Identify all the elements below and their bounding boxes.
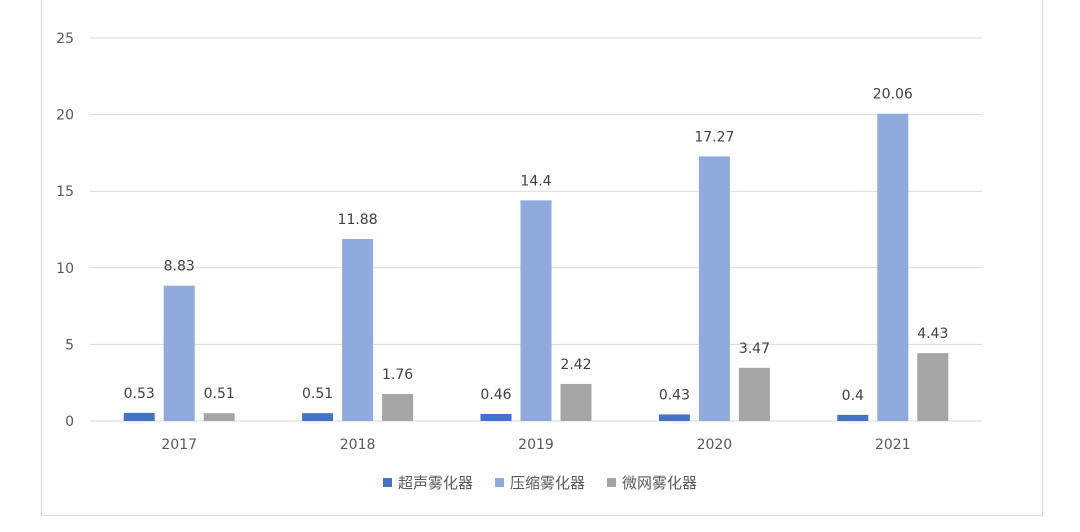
data-label: 0.4 — [842, 388, 864, 404]
bar — [163, 285, 195, 421]
y-tick-label: 20 — [56, 108, 74, 124]
legend-swatch — [607, 478, 616, 487]
y-tick-label: 10 — [56, 261, 74, 277]
bars — [123, 113, 949, 422]
data-label: 4.43 — [917, 326, 948, 342]
legend-label: 压缩雾化器 — [509, 474, 585, 492]
y-tick-label: 5 — [65, 337, 74, 353]
y-tick-label: 25 — [56, 31, 74, 47]
x-tick-label: 2019 — [518, 437, 554, 453]
y-tick-label: 15 — [56, 184, 74, 200]
legend-item: 压缩雾化器 — [494, 472, 585, 493]
data-label: 0.53 — [124, 386, 155, 402]
x-tick-label: 2020 — [697, 437, 733, 453]
data-label: 3.47 — [739, 341, 770, 357]
data-label: 17.27 — [694, 129, 734, 145]
bar — [917, 353, 949, 421]
legend-label: 微网雾化器 — [622, 474, 698, 492]
y-axis-ticks: 0 5 10 15 20 25 — [56, 31, 74, 430]
bar — [382, 394, 414, 421]
legend-item: 微网雾化器 — [607, 472, 697, 493]
bar — [837, 414, 869, 421]
data-label: 0.46 — [480, 387, 511, 403]
data-labels: 0.53 8.83 0.51 0.51 11.88 1.76 0.46 14.4 2.42 0.4… — [124, 87, 949, 404]
bar — [877, 113, 909, 422]
legend-swatch — [382, 478, 392, 487]
data-label: 11.88 — [338, 212, 378, 228]
data-label: 0.51 — [302, 386, 333, 402]
data-label: 0.43 — [659, 387, 690, 403]
bar — [203, 413, 235, 421]
data-label: 14.4 — [520, 173, 551, 189]
bar-chart: 0 5 10 15 20 25 0.53 8.83 0.51 0.51 11.88 1.76 0.46… — [56, 31, 982, 453]
bar — [698, 156, 730, 422]
data-label: 8.83 — [164, 259, 195, 275]
data-label: 2.42 — [560, 357, 591, 373]
bar — [560, 383, 592, 421]
data-label: 1.76 — [382, 367, 413, 383]
bar — [480, 413, 512, 421]
data-label: 20.06 — [873, 87, 913, 103]
legend-item: 超声雾化器 — [382, 472, 473, 493]
bar — [123, 412, 155, 421]
data-label: 0.51 — [204, 386, 235, 402]
bar — [342, 238, 374, 421]
bar — [302, 413, 334, 421]
bar — [520, 200, 552, 421]
x-tick-label: 2017 — [161, 437, 197, 453]
bar — [658, 414, 690, 421]
x-tick-label: 2018 — [340, 437, 376, 453]
x-axis-ticks: 2017 2018 2019 2020 2021 — [161, 437, 910, 453]
bar — [738, 367, 770, 421]
legend-swatch — [494, 478, 504, 487]
legend: 超声雾化器 压缩雾化器 微网雾化器 — [0, 472, 1080, 493]
legend-label: 超声雾化器 — [397, 474, 473, 492]
x-tick-label: 2021 — [875, 437, 911, 453]
y-tick-label: 0 — [65, 414, 74, 430]
